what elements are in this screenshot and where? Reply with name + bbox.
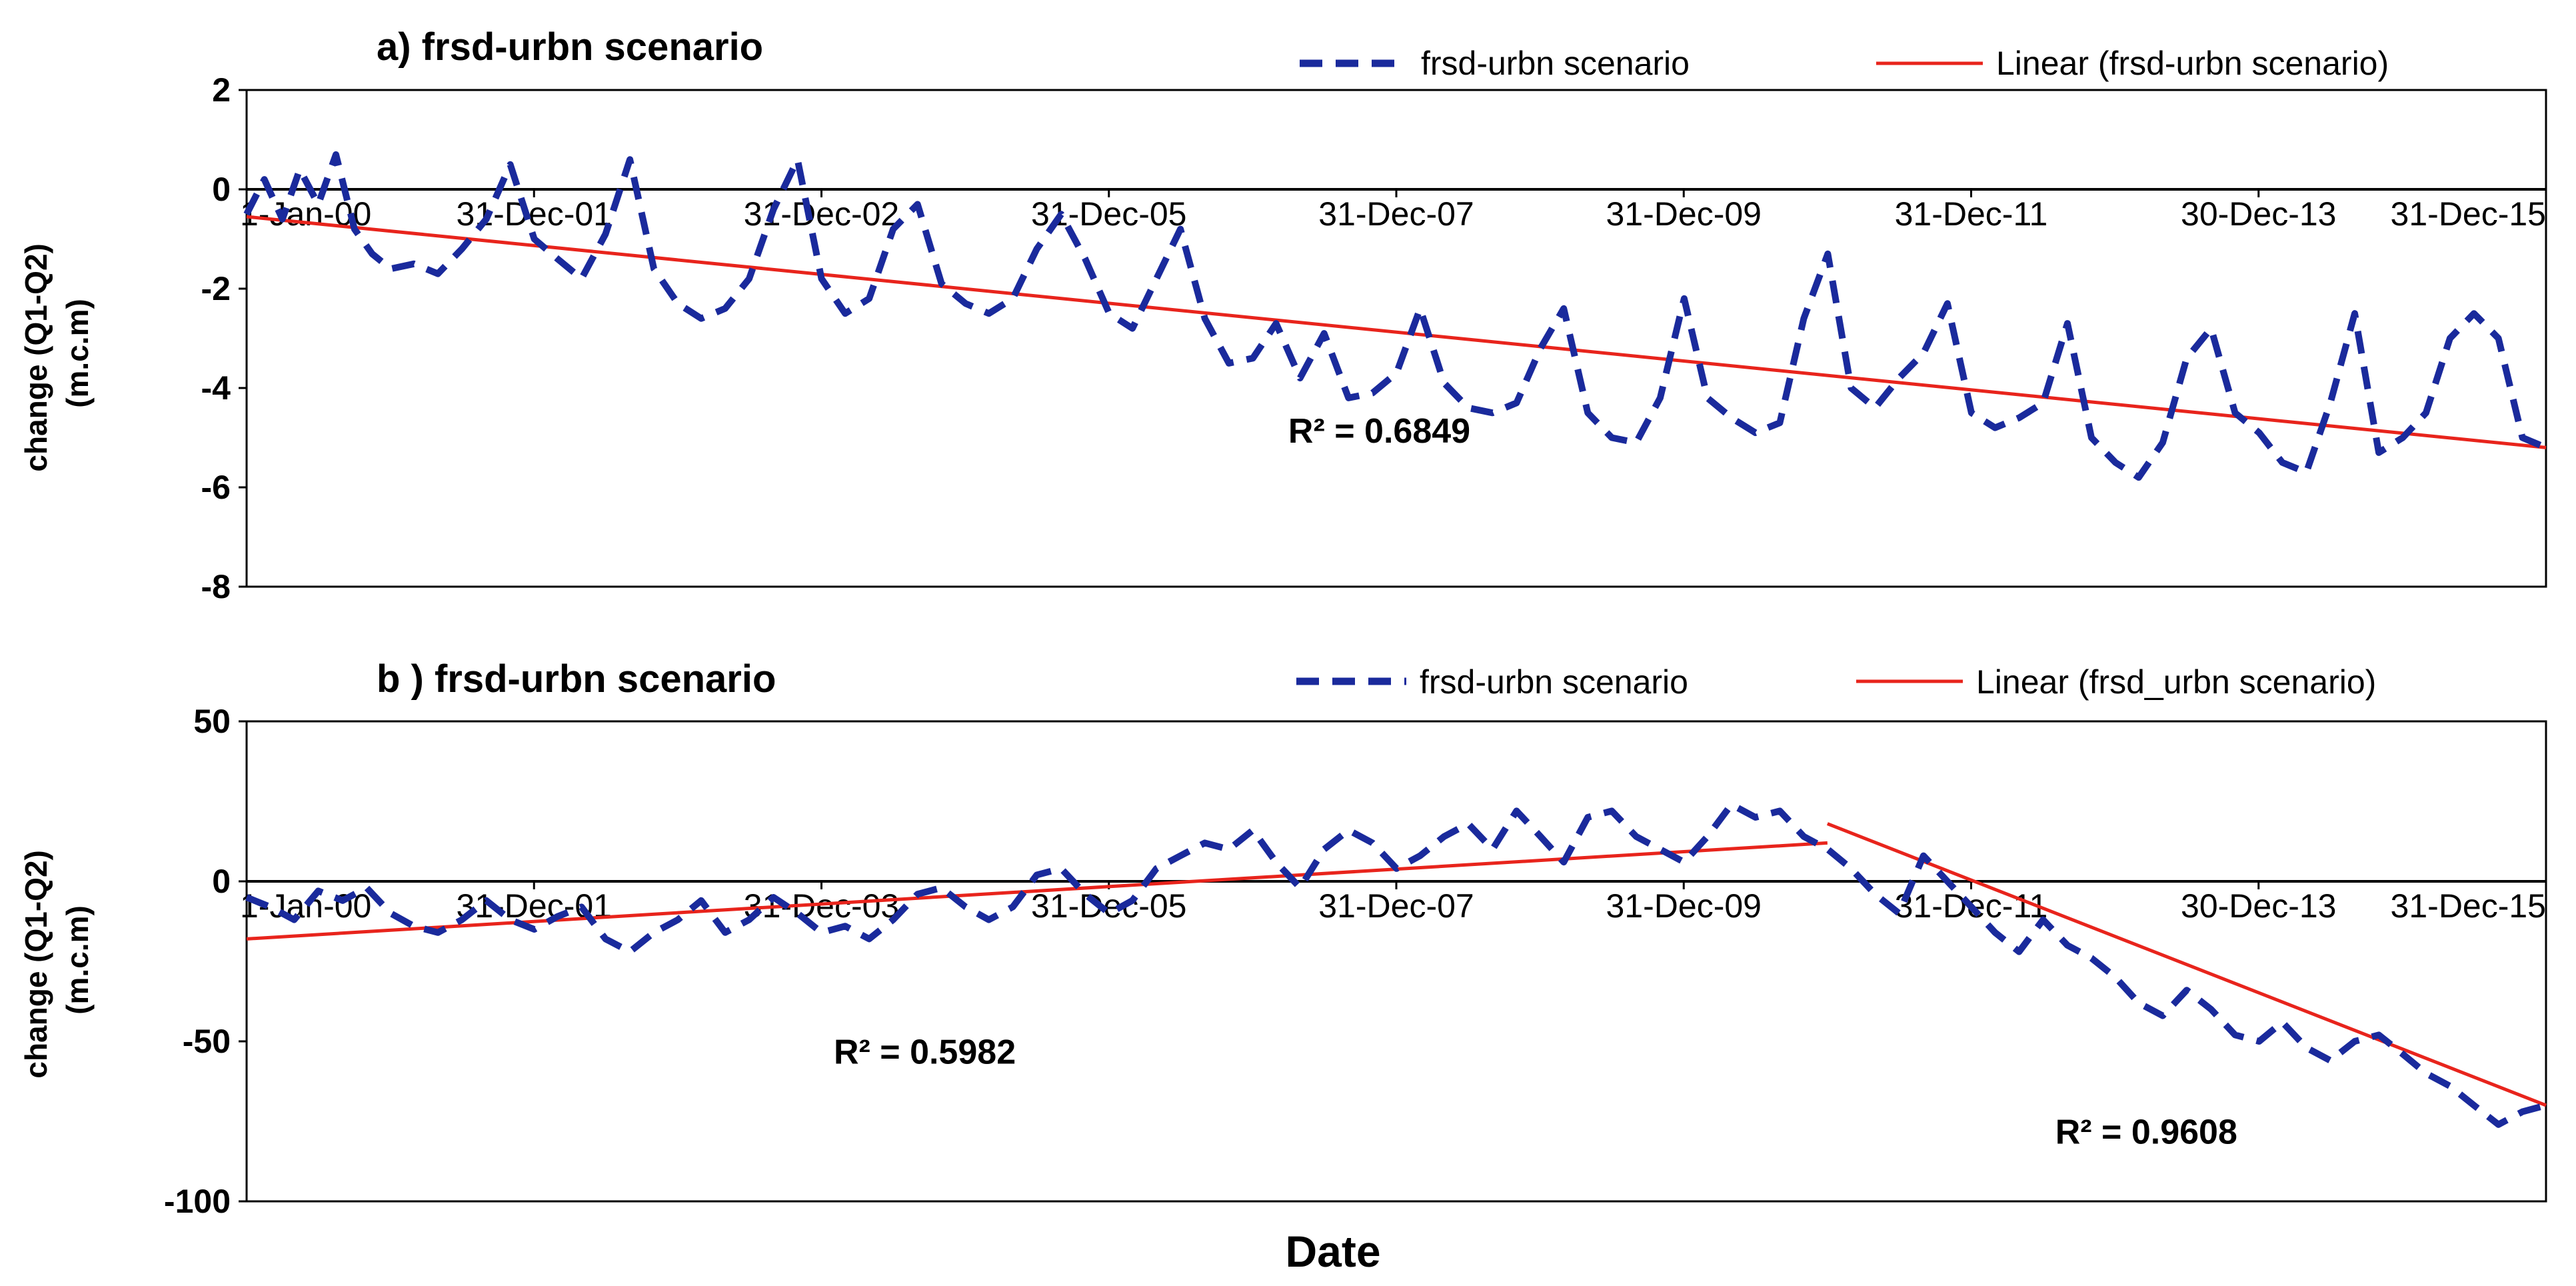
panel-b-y-label: change (Q1-Q2) (m.c.m) [19, 841, 95, 1078]
x-tick-label: 31-Dec-02 [744, 195, 899, 233]
y-tick-label: 0 [212, 171, 231, 208]
panel-b-title: b ) frsd-urbn scenario [377, 657, 776, 701]
panel-b-y-label-line2: (m.c.m) [60, 905, 95, 1015]
x-tick-label: 31-Dec-15 [2391, 195, 2546, 233]
x-tick-label: 31-Dec-07 [1318, 195, 1474, 233]
panel-b-r2-annotation-1: R² = 0.5982 [834, 1033, 1016, 1072]
y-tick-label: -4 [201, 369, 231, 407]
panel-b-legend-series-label: frsd-urbn scenario [1420, 663, 1688, 701]
panel-b-y-label-line1: change (Q1-Q2) [19, 850, 53, 1079]
y-tick-label: -6 [201, 469, 231, 506]
panel-a-chart: a) frsd-urbn scenario frsd-urbn scenario… [19, 25, 2547, 605]
x-tick-label: 31-Dec-15 [2391, 887, 2546, 925]
panel-b-r2-annotation-2: R² = 0.9608 [2055, 1113, 2237, 1152]
panel-b-legend-trend-label: Linear (frsd_urbn scenario) [1976, 663, 2376, 701]
y-tick-label: -100 [164, 1183, 231, 1220]
panel-a-y-label-line2: (m.c.m) [60, 299, 95, 408]
x-tick-label: 31-Dec-11 [1895, 195, 2048, 233]
panel-a-y-axis: 2 0 -2 -4 -6 -8 [201, 71, 247, 605]
panel-a-series-line [243, 151, 2547, 481]
panel-a-legend-series-label: frsd-urbn scenario [1421, 45, 1690, 82]
x-tick-label: 31-Dec-09 [1606, 195, 1762, 233]
panel-a-y-label-line1: change (Q1-Q2) [19, 243, 53, 472]
panel-b-plot-area [245, 720, 2547, 1203]
y-tick-label: -2 [201, 270, 231, 307]
x-tick-label: 30-Dec-13 [2181, 195, 2336, 233]
y-tick-label: -50 [183, 1023, 231, 1060]
panel-a-plot-area [245, 89, 2547, 588]
panel-b-legend: frsd-urbn scenario Linear (frsd_urbn sce… [1296, 663, 2376, 701]
x-tick-label: 31-Dec-09 [1606, 887, 1762, 925]
x-tick-label: 31-Dec-05 [1031, 195, 1186, 233]
panel-b-y-axis: 50 0 -50 -100 [164, 703, 247, 1220]
panel-a-trend-line [246, 215, 2547, 449]
panel-a-legend: frsd-urbn scenario Linear (frsd-urbn sce… [1300, 45, 2389, 82]
panel-a-legend-trend-label: Linear (frsd-urbn scenario) [1996, 45, 2389, 82]
y-tick-label: 2 [212, 71, 231, 109]
y-tick-label: 0 [212, 863, 231, 900]
panel-b-trend-line-2 [1826, 822, 2547, 1107]
x-tick-label: 31-Dec-05 [1031, 887, 1186, 925]
panel-b-x-ticks: 1-Jan-00 31-Dec-01 31-Dec-03 31-Dec-05 31-De… [240, 881, 2547, 925]
y-tick-label: 50 [193, 703, 231, 740]
panel-a-x-ticks: 1-Jan-00 31-Dec-01 31-Dec-02 31-Dec-05 31-De… [240, 189, 2547, 233]
panel-a-r2-annotation: R² = 0.6849 [1288, 412, 1470, 451]
x-tick-label: 30-Dec-13 [2181, 887, 2336, 925]
y-tick-label: -8 [201, 568, 231, 605]
x-axis-label: Date [1285, 1227, 1380, 1276]
panel-b-series-line [245, 801, 2547, 1128]
panel-a-y-label: change (Q1-Q2) (m.c.m) [19, 235, 95, 471]
panel-a-title: a) frsd-urbn scenario [377, 25, 763, 69]
x-tick-label: 31-Dec-07 [1318, 887, 1474, 925]
panel-b-chart: b ) frsd-urbn scenario frsd-urbn scenari… [19, 657, 2547, 1220]
